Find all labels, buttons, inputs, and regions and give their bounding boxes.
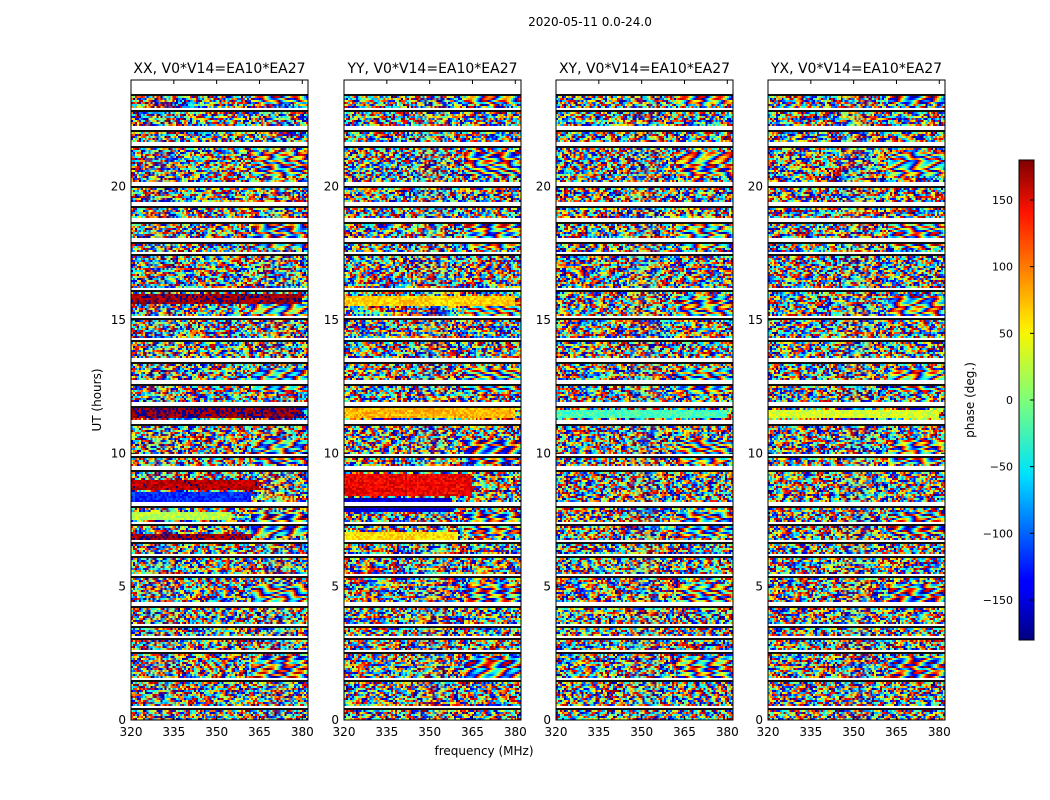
x-tick-label: 365 (461, 725, 484, 739)
panel-3: XY, V0*V14=EA10*EA27 320 335 350 365 380 0 5 10 1… (536, 61, 739, 739)
x-tick-label: 320 (757, 725, 780, 739)
x-tick-label: 335 (587, 725, 610, 739)
y-tick-label: 20 (536, 180, 551, 194)
panel-title: XY, V0*V14=EA10*EA27 (559, 61, 730, 77)
y-tick-label: 10 (536, 446, 551, 460)
figure-title: 2020-05-11 0.0-24.0 (528, 15, 652, 29)
panel-frame (343, 79, 522, 721)
panel-frame (130, 79, 309, 721)
x-tick-label: 350 (205, 725, 228, 739)
x-tick-label: 320 (333, 725, 356, 739)
heatmap-image (768, 80, 945, 720)
x-tick-label: 335 (375, 725, 398, 739)
x-tick-label: 380 (291, 725, 314, 739)
y-tick-label: 15 (748, 313, 763, 327)
colorbar-tick-label: 0 (1006, 394, 1013, 407)
colorbar-tick-label: 50 (999, 327, 1013, 340)
x-tick-label: 320 (545, 725, 568, 739)
y-tick-label: 10 (748, 446, 763, 460)
y-tick-label: 5 (118, 580, 126, 594)
y-tick-label: 20 (324, 180, 339, 194)
heatmap-image (344, 80, 521, 720)
panel-1: XX, V0*V14=EA10*EA27 320 335 350 365 380 0 5 10 1… (111, 61, 314, 739)
panel-frame (767, 79, 946, 721)
x-axis-label: frequency (MHz) (434, 744, 533, 758)
heatmap-image (131, 80, 308, 720)
y-tick-label: 20 (111, 180, 126, 194)
x-tick-label: 365 (248, 725, 271, 739)
panel-frame (555, 79, 734, 721)
colorbar-label: phase (deg.) (963, 362, 977, 438)
colorbar-tick-label: −150 (983, 594, 1013, 607)
y-tick-label: 20 (748, 180, 763, 194)
x-tick-label: 335 (162, 725, 185, 739)
colorbar: 150 100 50 0 −50 −100 −150 phase (deg.) (963, 159, 1035, 641)
x-tick-label: 380 (504, 725, 527, 739)
y-tick-label: 0 (543, 713, 551, 727)
y-tick-label: 5 (331, 580, 339, 594)
panel-2: YY, V0*V14=EA10*EA27 320 335 350 365 380 0 5 10 1… (324, 61, 527, 739)
y-tick-label: 15 (324, 313, 339, 327)
x-tick-label: 350 (418, 725, 441, 739)
heatmap-image (556, 80, 733, 720)
x-tick-label: 365 (885, 725, 908, 739)
y-tick-label: 10 (324, 446, 339, 460)
x-tick-label: 365 (673, 725, 696, 739)
x-tick-label: 350 (630, 725, 653, 739)
colorbar-tick-label: −50 (990, 461, 1013, 474)
panel-title: YY, V0*V14=EA10*EA27 (346, 61, 517, 77)
x-tick-label: 380 (716, 725, 739, 739)
x-tick-label: 335 (799, 725, 822, 739)
x-tick-label: 320 (120, 725, 143, 739)
panel-title: XX, V0*V14=EA10*EA27 (133, 61, 305, 77)
y-tick-label: 0 (755, 713, 763, 727)
y-tick-label: 0 (118, 713, 126, 727)
y-tick-label: 5 (543, 580, 551, 594)
y-tick-label: 15 (536, 313, 551, 327)
y-tick-label: 5 (755, 580, 763, 594)
y-axis-label: UT (hours) (90, 368, 104, 431)
panels: XX, V0*V14=EA10*EA27 320 335 350 365 380 0 5 10 1… (111, 61, 951, 739)
y-tick-label: 15 (111, 313, 126, 327)
y-tick-label: 0 (331, 713, 339, 727)
colorbar-tick-label: 150 (992, 194, 1013, 207)
colorbar-tick-label: 100 (992, 261, 1013, 274)
x-tick-label: 380 (928, 725, 951, 739)
colorbar-ticks: 150 100 50 0 −50 −100 −150 (983, 194, 1034, 607)
panel-title: YX, V0*V14=EA10*EA27 (770, 61, 942, 77)
colorbar-tick-label: −100 (983, 527, 1013, 540)
x-tick-label: 350 (842, 725, 865, 739)
y-tick-label: 10 (111, 446, 126, 460)
panel-4: YX, V0*V14=EA10*EA27 320 335 350 365 380 0 5 10 1… (748, 61, 951, 739)
